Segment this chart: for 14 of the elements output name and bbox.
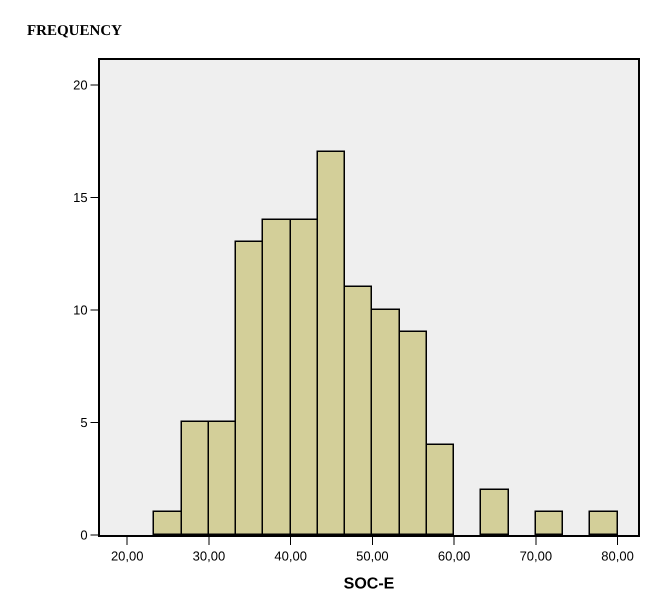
x-tick-label: 70,00 xyxy=(520,548,552,564)
x-tick-label: 80,00 xyxy=(601,548,634,564)
y-tick-label: 0 xyxy=(80,528,88,543)
y-axis-title: FREQUENCY xyxy=(27,23,122,39)
y-tick-label: 15 xyxy=(73,190,88,205)
x-tick-label: 60,00 xyxy=(438,548,470,564)
y-tick-label: 20 xyxy=(73,77,88,92)
x-axis-title: SOC-E xyxy=(344,576,395,593)
x-tick-label: 20,00 xyxy=(110,548,144,564)
y-tick-label: 10 xyxy=(73,302,88,318)
x-tick-label: 50,00 xyxy=(356,548,389,564)
x-tick-label: 40,00 xyxy=(274,548,307,564)
y-tick-label: 5 xyxy=(80,414,88,430)
x-tick-label: 30,00 xyxy=(192,548,226,564)
